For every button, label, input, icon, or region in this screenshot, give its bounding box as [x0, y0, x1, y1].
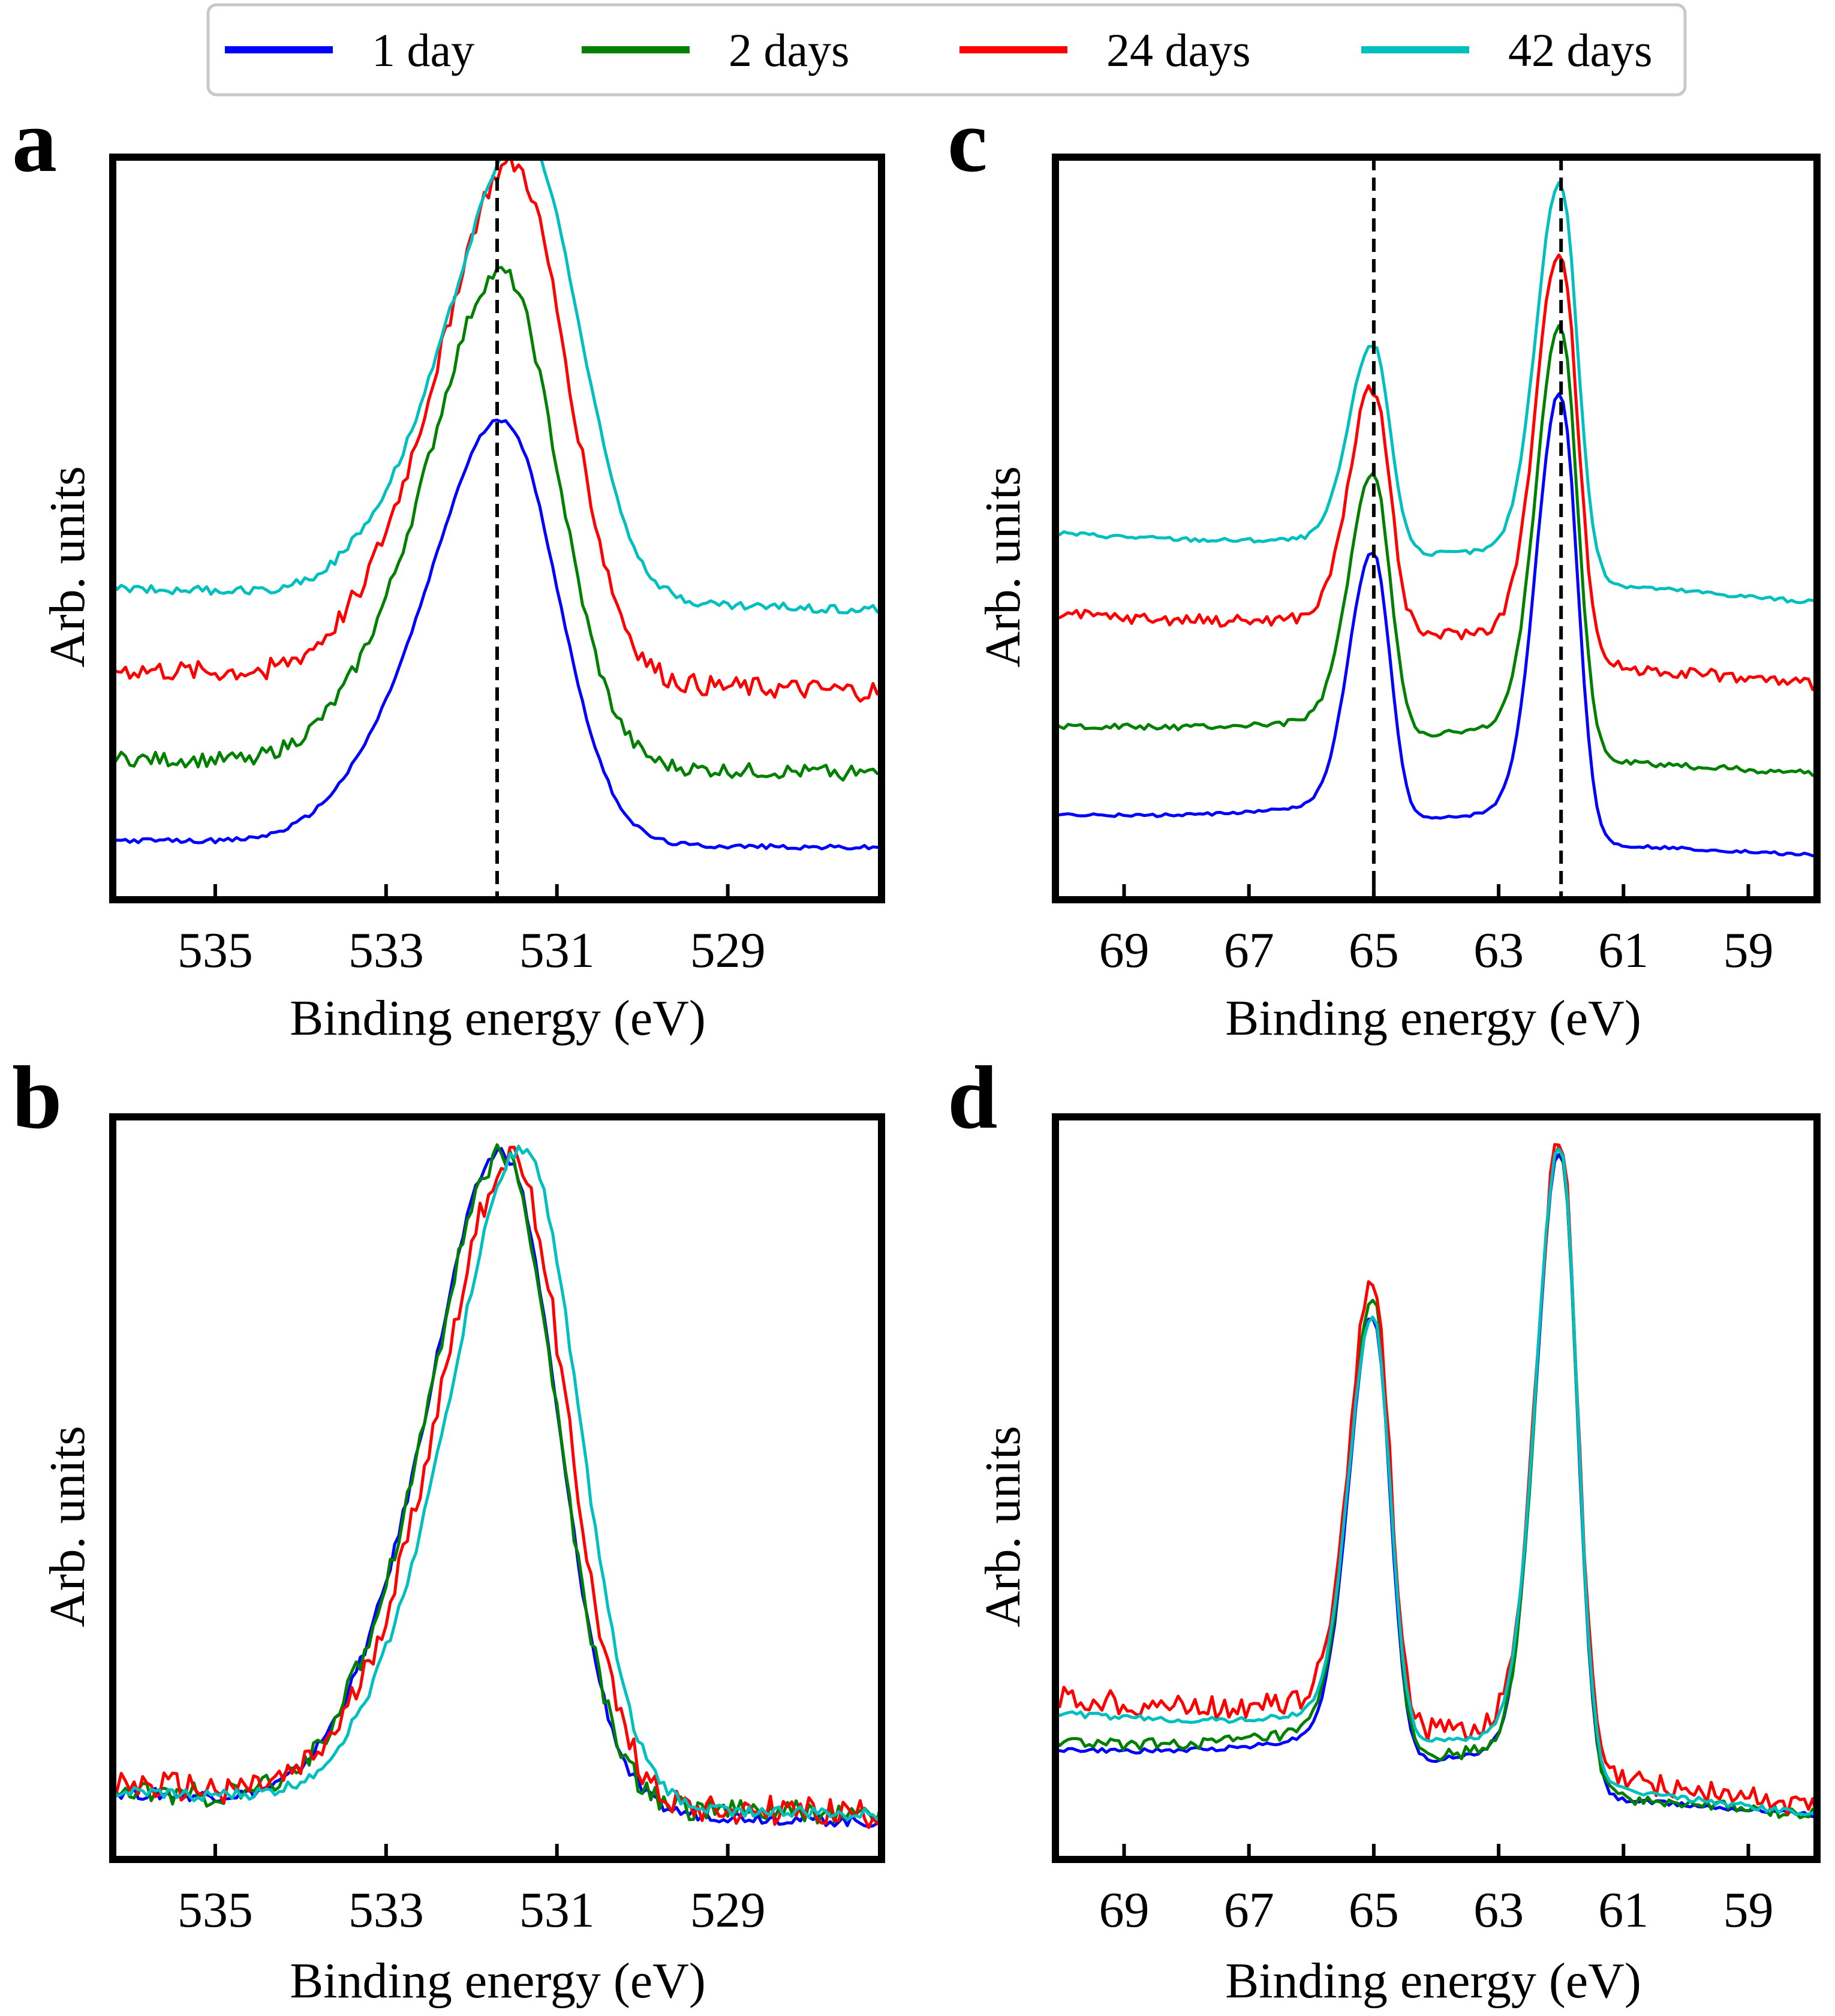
legend-label-1-day: 1 day [372, 24, 474, 76]
panel-letter: d [947, 1048, 997, 1147]
y-axis-label: Arb. units [40, 466, 95, 668]
panel-letter: b [12, 1048, 62, 1147]
x-tick-label: 67 [1224, 923, 1274, 978]
legend-label-2-days: 2 days [729, 24, 849, 76]
x-tick-label: 533 [348, 1882, 424, 1938]
series-line-1-day [1055, 1153, 1817, 1818]
panel-letter: c [947, 91, 988, 191]
x-axis-label: Binding energy (eV) [1225, 990, 1641, 1046]
y-axis-label: Arb. units [40, 1426, 95, 1627]
x-tick-label: 61 [1598, 1882, 1649, 1938]
plot-frame [109, 1113, 885, 1863]
x-tick-label: 529 [690, 923, 766, 978]
plot-frame [1052, 1113, 1821, 1863]
x-tick-label: 529 [690, 1882, 766, 1938]
series-line-2-days [113, 1143, 882, 1825]
series-line-2-days [1055, 1145, 1817, 1820]
series-line-24-days [113, 1146, 882, 1829]
x-axis-label: Binding energy (eV) [1225, 1953, 1641, 2009]
series-line-42-days [1055, 181, 1817, 605]
legend-label-24-days: 24 days [1106, 24, 1250, 76]
x-axis-label: Binding energy (eV) [290, 1953, 706, 2009]
panel-b: b Arb. units Binding energy (eV) 535 533… [12, 1048, 885, 2009]
x-tick-label: 59 [1723, 923, 1773, 978]
x-tick-label: 59 [1723, 1882, 1773, 1938]
series-line-42-days [1055, 1147, 1817, 1818]
x-axis-label: Binding energy (eV) [290, 990, 706, 1046]
x-tick-label: 533 [348, 923, 424, 978]
x-tick-label: 69 [1099, 923, 1150, 978]
plot-frame [109, 154, 885, 903]
x-tick-label: 535 [178, 923, 253, 978]
panel-a: a Arb. units Binding energy (eV) 535 533… [12, 91, 885, 1046]
x-tick-label: 531 [519, 923, 595, 978]
series-line-24-days [1055, 253, 1817, 692]
series-line-1-day [1055, 392, 1817, 858]
legend-frame [206, 3, 1687, 97]
x-tick-label: 531 [519, 1882, 595, 1938]
panel-d: d Arb. units Binding energy (eV) 69 67 6… [947, 1048, 1821, 2009]
y-axis-label: Arb. units [975, 1426, 1031, 1627]
x-tick-label: 65 [1349, 1882, 1399, 1938]
x-tick-label: 61 [1598, 923, 1649, 978]
series-line-42-days [113, 1144, 882, 1822]
y-axis-label: Arb. units [975, 466, 1031, 668]
legend-label-42-days: 42 days [1508, 24, 1652, 76]
series-line-2-days [1055, 324, 1817, 777]
plot-frame [1052, 154, 1821, 903]
x-tick-label: 63 [1473, 1882, 1524, 1938]
x-tick-label: 65 [1349, 923, 1399, 978]
x-tick-label: 63 [1473, 923, 1524, 978]
x-tick-label: 69 [1099, 1882, 1150, 1938]
series-line-1-day [113, 1147, 882, 1828]
series-line-1-day [113, 418, 882, 851]
x-tick-label: 67 [1224, 1882, 1274, 1938]
panel-c: c Arb. units Binding energy (eV) 69 67 6… [947, 91, 1821, 1046]
panel-letter: a [12, 91, 57, 191]
x-tick-label: 535 [178, 1882, 253, 1938]
legend: 1 day 2 days 24 days 42 days [206, 3, 1687, 97]
series-line-24-days [1055, 1143, 1817, 1818]
